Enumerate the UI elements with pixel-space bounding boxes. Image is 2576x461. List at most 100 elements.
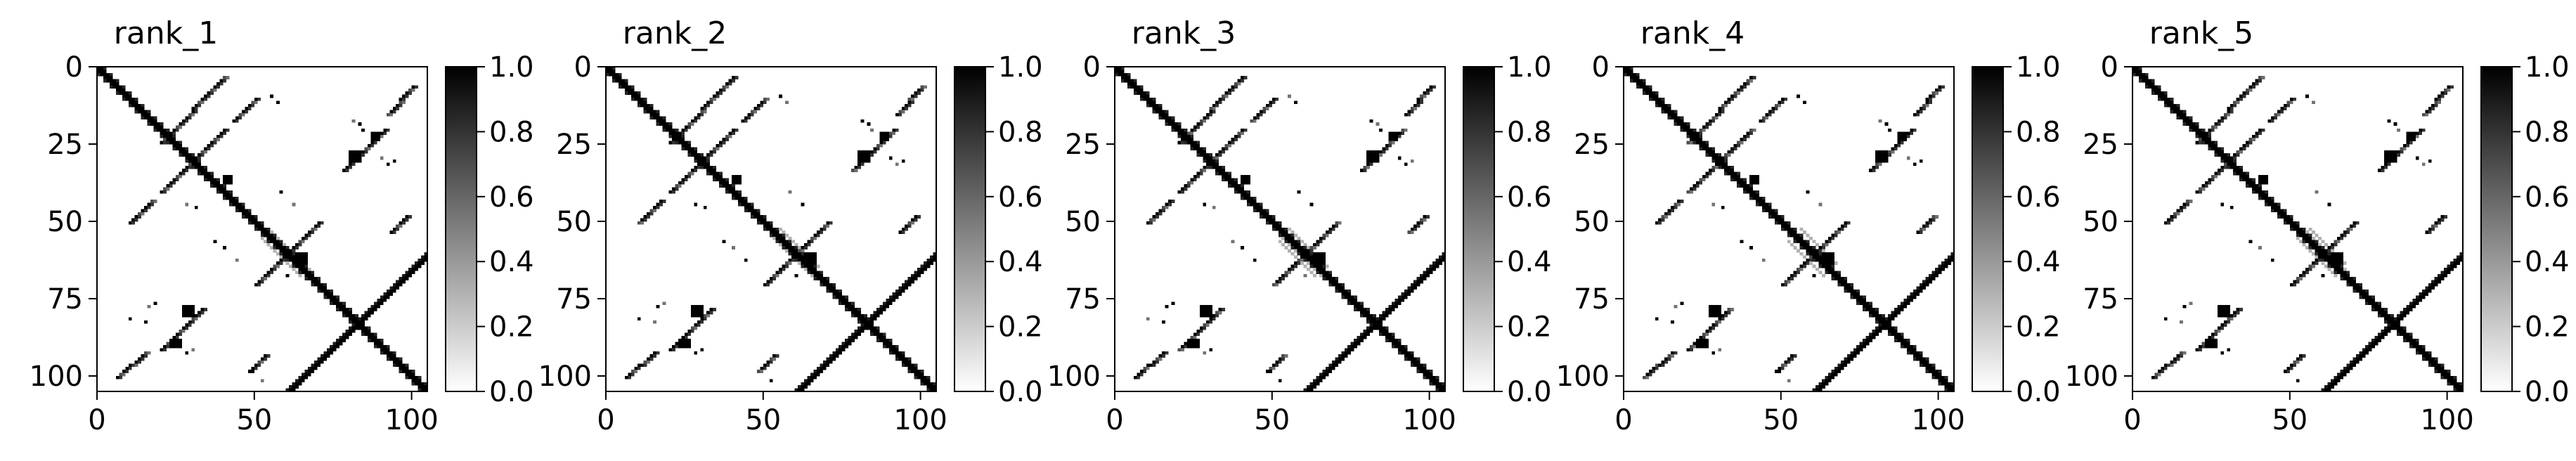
heatmap-cell — [2252, 178, 2255, 182]
heatmap-cell — [1215, 100, 1219, 105]
colorbar-tick-label: 0.6 — [998, 181, 1043, 214]
heatmap-cell — [741, 200, 745, 203]
heatmap-cell — [694, 147, 698, 151]
heatmap-cell — [408, 376, 412, 379]
heatmap-cell — [2151, 376, 2155, 379]
heatmap-cell — [1429, 370, 1433, 373]
heatmap-cell — [1931, 271, 1936, 275]
heatmap-cell — [147, 119, 151, 123]
heatmap-cell — [292, 264, 296, 268]
heatmap-cell — [672, 141, 675, 145]
heatmap-cell — [694, 119, 698, 123]
heatmap-cell — [2246, 141, 2249, 145]
heatmap-cell — [1790, 357, 1794, 361]
heatmap-cell — [2296, 361, 2300, 364]
heatmap-cell — [188, 311, 192, 315]
heatmap-cell — [898, 289, 902, 293]
heatmap-cell — [2340, 376, 2344, 379]
heatmap-cell — [1865, 342, 1870, 346]
heatmap-cell — [895, 295, 899, 299]
heatmap-cell — [867, 326, 871, 330]
heatmap-cell — [1737, 144, 1740, 148]
heatmap-cell — [2220, 202, 2225, 207]
heatmap-cell — [713, 169, 716, 172]
heatmap-cell — [785, 242, 789, 247]
heatmap-cell — [1309, 261, 1314, 265]
heatmap-cell — [295, 252, 299, 256]
heatmap-cell — [1278, 233, 1282, 238]
heatmap-cell — [624, 82, 628, 86]
heatmap-cell — [128, 103, 132, 108]
heatmap-cell — [801, 202, 805, 207]
heatmap-cell — [820, 277, 824, 280]
heatmap-cell — [2387, 160, 2391, 163]
heatmap-cell — [194, 110, 198, 114]
heatmap-cell — [1224, 178, 1229, 182]
heatmap-cell — [700, 311, 704, 315]
heatmap-cell — [1429, 376, 1433, 379]
heatmap-cell — [2227, 162, 2231, 167]
heatmap-cell — [779, 242, 782, 247]
heatmap-cell — [367, 314, 371, 318]
heatmap-cell — [1925, 100, 1929, 105]
heatmap-cell — [1891, 326, 1895, 330]
heatmap-cell — [1655, 221, 1659, 225]
heatmap-cell — [917, 268, 921, 271]
heatmap-cell — [1746, 82, 1750, 86]
heatmap-cell — [1328, 271, 1333, 275]
heatmap-cell — [1133, 88, 1137, 92]
heatmap-cell — [2453, 385, 2457, 389]
y-tick-label: 50 — [2083, 206, 2118, 238]
heatmap-cell — [1115, 67, 1118, 70]
heatmap-cell — [732, 129, 735, 132]
heatmap-cell — [1319, 271, 1323, 275]
heatmap-cell — [2444, 91, 2447, 95]
heatmap-cell — [2459, 258, 2464, 262]
heatmap-cell — [2189, 129, 2193, 132]
heatmap-cell — [2296, 230, 2300, 234]
heatmap-cell — [713, 165, 716, 169]
heatmap-cell — [1322, 264, 1326, 268]
heatmap-cell — [150, 200, 154, 203]
heatmap-cell — [656, 116, 660, 120]
heatmap-cell — [2163, 317, 2168, 321]
heatmap-cell — [892, 131, 896, 136]
heatmap-cell — [2444, 376, 2447, 379]
heatmap-cell — [1825, 382, 1829, 386]
heatmap-cell — [662, 119, 666, 123]
heatmap-cell — [1690, 141, 1693, 145]
heatmap-cell — [1118, 70, 1122, 74]
heatmap-cell — [1692, 131, 1697, 136]
heatmap-cell — [810, 240, 814, 244]
heatmap-cell — [1812, 246, 1816, 249]
y-tick-label: 50 — [556, 206, 592, 238]
heatmap-cell — [298, 242, 302, 247]
heatmap-cell — [1891, 330, 1895, 333]
heatmap-cell — [1875, 320, 1879, 324]
heatmap-cell — [1328, 366, 1333, 370]
heatmap-cell — [2248, 181, 2253, 185]
heatmap-cell — [2331, 261, 2334, 265]
heatmap-cell — [1146, 94, 1150, 98]
heatmap-cell — [2397, 317, 2400, 321]
heatmap-cell — [1891, 311, 1895, 315]
heatmap-cell — [2346, 363, 2350, 368]
heatmap-cell — [898, 230, 902, 234]
heatmap-cell — [389, 230, 394, 234]
heatmap-cell — [668, 129, 673, 132]
heatmap-cell — [1708, 171, 1712, 176]
heatmap-cell — [2334, 271, 2338, 275]
heatmap-cell — [2384, 162, 2388, 167]
heatmap-cell — [1241, 190, 1244, 194]
heatmap-cell — [342, 314, 346, 318]
heatmap-cell — [1822, 246, 1825, 249]
heatmap-cell — [681, 339, 685, 342]
heatmap-cell — [867, 317, 871, 321]
heatmap-cell — [1275, 283, 1279, 287]
heatmap-cell — [1834, 233, 1838, 238]
heatmap-cell — [119, 91, 123, 95]
heatmap-cell — [2368, 295, 2372, 299]
heatmap-cell — [1369, 326, 1373, 330]
heatmap-cell — [405, 273, 409, 278]
heatmap-cell — [725, 187, 729, 191]
